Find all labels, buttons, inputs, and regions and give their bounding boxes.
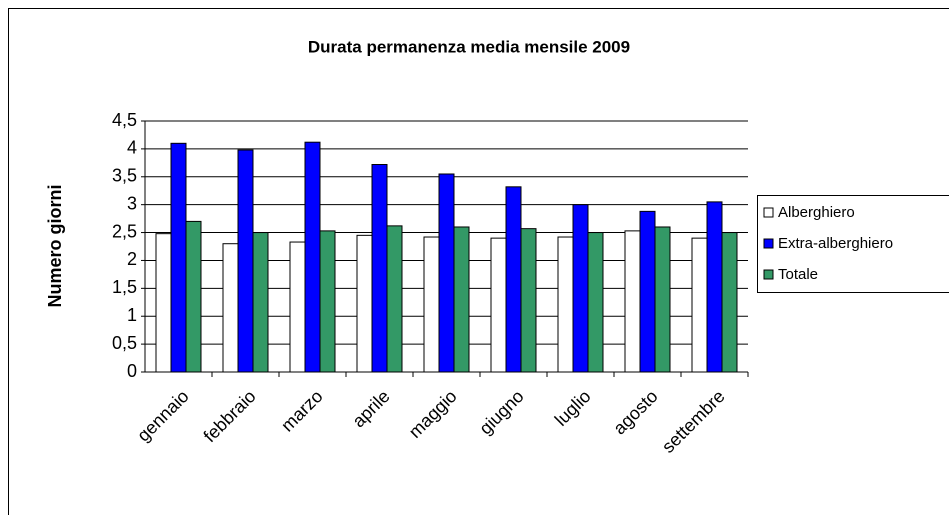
bar <box>654 226 671 373</box>
y-tick-label: 3,5 <box>112 166 137 186</box>
bar <box>252 232 269 373</box>
y-tick-label: 0,5 <box>112 333 137 353</box>
legend-label: Totale <box>778 266 818 283</box>
bar <box>319 230 336 373</box>
y-tick-label: 1,5 <box>112 277 137 297</box>
y-tick-label: 0 <box>127 361 137 381</box>
bar <box>453 226 470 373</box>
legend-swatch <box>763 269 774 280</box>
bar <box>423 236 440 373</box>
legend-box <box>757 195 949 293</box>
bar <box>386 225 403 373</box>
bar <box>438 173 455 373</box>
legend-label: Extra-alberghiero <box>778 235 893 252</box>
legend-swatch <box>763 207 774 218</box>
bar <box>490 237 507 373</box>
bar <box>706 201 723 373</box>
bar <box>624 230 641 373</box>
y-tick-label: 4,5 <box>112 110 137 130</box>
bar <box>557 236 574 373</box>
bar <box>587 232 604 373</box>
bar <box>572 204 589 373</box>
y-tick-label: 4 <box>127 138 137 158</box>
bar <box>505 186 522 373</box>
y-tick-label: 3 <box>127 193 137 213</box>
chart-title: Durata permanenza media mensile 2009 <box>308 37 630 56</box>
bar <box>721 232 738 373</box>
bar <box>237 149 254 373</box>
bar <box>639 210 656 373</box>
bar <box>304 141 321 373</box>
y-tick-label: 1 <box>127 305 137 325</box>
bar <box>371 164 388 373</box>
y-tick-label: 2 <box>127 249 137 269</box>
bar <box>520 228 537 373</box>
bar <box>170 142 187 373</box>
bar <box>356 234 373 373</box>
bar <box>289 241 306 373</box>
y-tick-label: 2,5 <box>112 221 137 241</box>
bar <box>155 233 172 373</box>
bar <box>222 243 239 373</box>
legend-label: Alberghiero <box>778 204 855 221</box>
bar <box>691 237 708 373</box>
y-axis-label: Numero giorni <box>45 184 65 307</box>
legend-swatch <box>763 238 774 249</box>
bar <box>185 220 202 373</box>
